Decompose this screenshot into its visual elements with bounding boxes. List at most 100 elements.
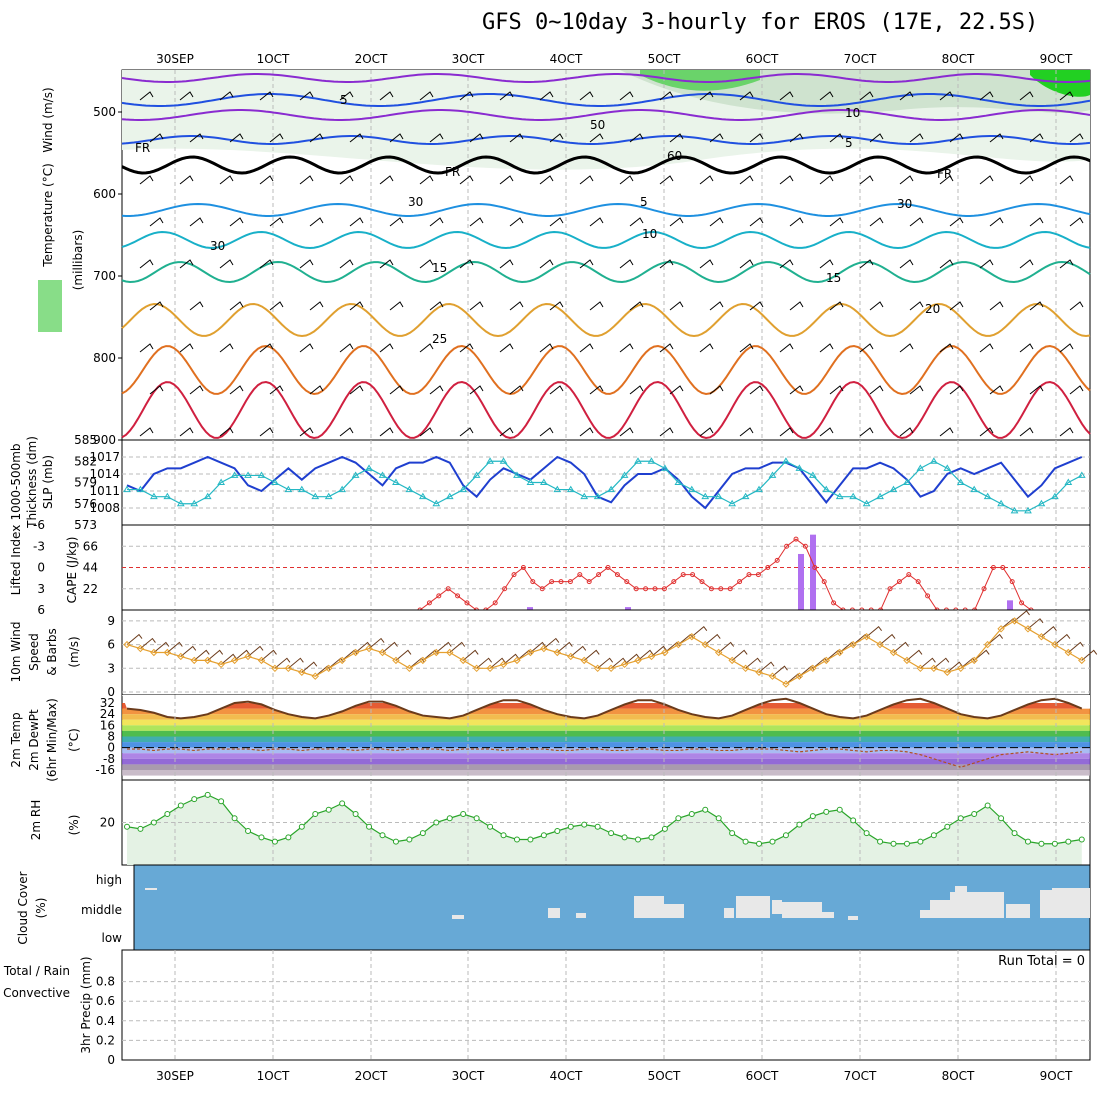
wind-barb-10m — [247, 645, 264, 657]
wind-speed-point — [526, 648, 535, 657]
rh-point — [392, 838, 399, 845]
cloud-level-label: low — [102, 931, 123, 945]
li-point — [737, 579, 743, 585]
wind-barb — [459, 259, 474, 269]
wind-speed-point — [930, 664, 938, 673]
wind-barb — [259, 91, 274, 101]
wind-speed-point — [1010, 617, 1019, 625]
wind-barb — [619, 427, 634, 437]
contour-label: 25 — [432, 332, 447, 346]
precip-ytick: 0.2 — [96, 1033, 115, 1047]
wind-speed-point — [459, 656, 467, 665]
cloud-high-fill — [145, 888, 157, 890]
temp-color-band — [122, 742, 1090, 748]
wind-barb-10m — [610, 657, 627, 669]
wind-barb — [779, 175, 794, 185]
wind-barb-10m — [704, 633, 721, 645]
rh-point — [608, 830, 615, 837]
thickness-point — [916, 464, 925, 471]
wind-speed-point — [217, 660, 225, 669]
thickness-point — [418, 492, 427, 500]
wind-barb-10m — [395, 649, 412, 661]
rh-point — [339, 800, 346, 807]
wind-barb — [989, 385, 1004, 395]
rh-point — [150, 819, 157, 826]
wind-speed-point — [809, 664, 817, 673]
wind-speed-point — [177, 652, 185, 661]
wind-speed-point — [150, 648, 158, 657]
wind-barb — [939, 175, 954, 185]
thickness-ytick: 582 — [74, 454, 97, 468]
wind-barb — [339, 175, 354, 185]
thickness-point — [903, 478, 911, 485]
cape-ytick: 66 — [83, 539, 98, 553]
wind-speed-point — [351, 648, 360, 657]
precip-ytick: 0.8 — [96, 975, 115, 989]
wind-barb — [1059, 91, 1074, 101]
wind-barb — [139, 175, 154, 185]
thickness-point — [324, 492, 333, 500]
slp-ytick: 1014 — [89, 467, 120, 481]
date-label-bottom: 5OCT — [648, 1069, 681, 1083]
thickness-point — [1064, 478, 1073, 485]
date-label-bottom: 6OCT — [746, 1069, 779, 1083]
wind-barb — [349, 301, 364, 311]
temp-contour-15 — [121, 260, 1091, 284]
rh-point — [352, 811, 359, 817]
wind-barb-10m — [570, 645, 587, 657]
wind-barb — [989, 301, 1004, 311]
wind-barb — [859, 259, 874, 269]
wind-barb — [629, 301, 644, 311]
wind-speed-point — [190, 656, 198, 665]
wind-barb — [939, 343, 954, 353]
rh-point — [191, 796, 198, 803]
wind-barb — [459, 91, 474, 101]
wind-barb — [1069, 133, 1084, 143]
thickness-point — [351, 471, 360, 478]
rh-point — [742, 838, 749, 845]
wind-speed-point — [997, 625, 1005, 633]
rh-point — [971, 811, 978, 817]
thickness-point — [835, 492, 844, 500]
wind-contour-10a — [121, 73, 1091, 83]
wind-barb — [749, 301, 764, 311]
li-point — [426, 600, 432, 606]
ylabel-wind: Wind (m/s) — [41, 87, 55, 152]
wind-barb — [139, 91, 154, 101]
wind-speed-point — [486, 664, 494, 673]
rh-point — [715, 815, 722, 822]
thickness-point — [876, 492, 884, 500]
li-point — [652, 586, 658, 592]
date-label-top: 6OCT — [746, 52, 779, 66]
precip-ytick: 0 — [107, 1053, 115, 1067]
wind-barb — [579, 175, 594, 185]
wind-barb-10m — [530, 641, 546, 653]
rh-point — [554, 828, 561, 834]
rh-point — [1038, 840, 1045, 847]
wind-barb — [749, 133, 764, 143]
wind-barb — [179, 427, 194, 437]
wind-speed-point — [916, 664, 925, 673]
temp-line — [126, 697, 1083, 720]
wind-barb — [909, 217, 924, 227]
wind-barb — [1029, 133, 1044, 143]
thickness-point — [311, 492, 320, 500]
wind-barb — [349, 133, 364, 143]
date-label-bottom: 8OCT — [942, 1069, 975, 1083]
rh-point — [729, 830, 736, 837]
wind-barb — [509, 301, 524, 311]
temp-color-band — [122, 730, 1090, 737]
wind-speed-point — [661, 648, 669, 657]
rh-ytick: 20 — [100, 816, 115, 830]
wind-speed-point — [795, 672, 804, 680]
wind-barb — [949, 301, 964, 311]
date-label-top: 3OCT — [452, 52, 485, 66]
thickness-point — [647, 457, 656, 464]
li-point — [436, 593, 442, 599]
rh-point — [312, 811, 319, 817]
wind-ytick: 3 — [107, 661, 115, 675]
rh-point — [1065, 838, 1072, 845]
wind-barb — [1069, 385, 1084, 395]
wind-barb — [739, 175, 754, 185]
